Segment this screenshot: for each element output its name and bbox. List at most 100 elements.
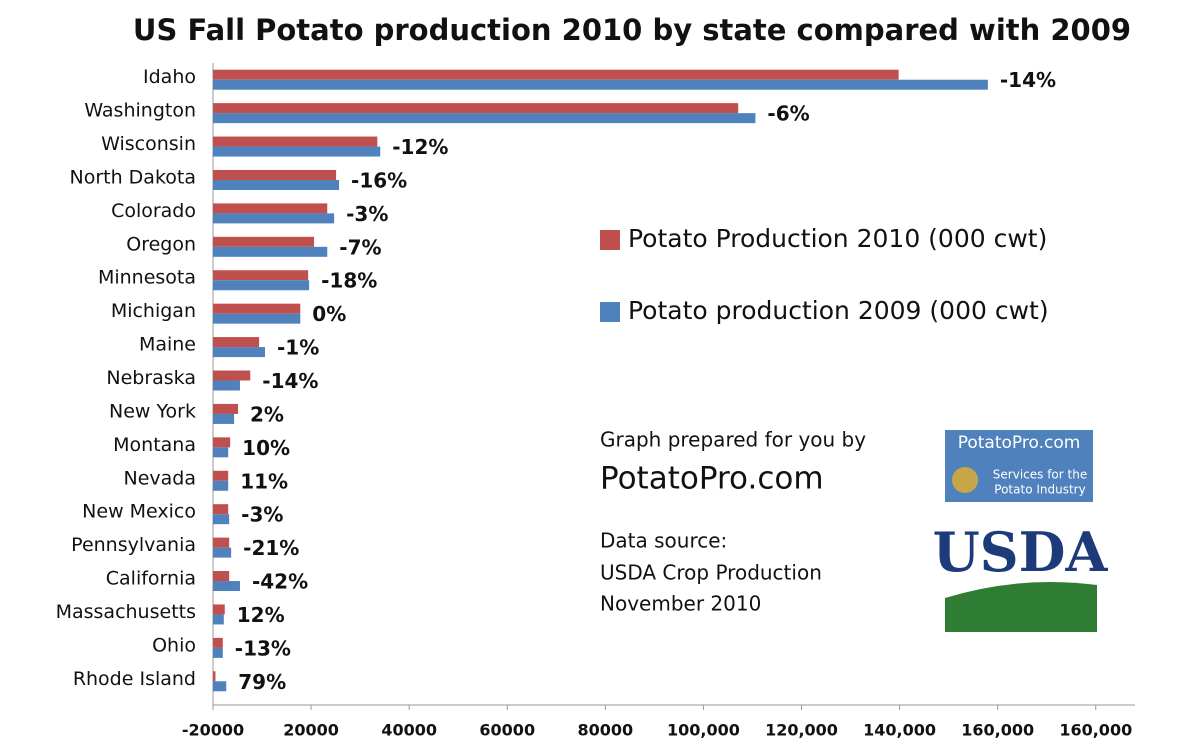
- y-tick-label: Nevada: [124, 467, 197, 489]
- bar: [213, 236, 315, 247]
- bar: [213, 280, 310, 291]
- data-label: 11%: [240, 469, 288, 493]
- y-tick-label: Nebraska: [106, 367, 196, 389]
- logo-field: [945, 581, 1097, 632]
- bar: [213, 437, 231, 448]
- y-tick-label: New York: [109, 400, 196, 422]
- note: Data source:: [600, 529, 727, 553]
- x-tick-label: 40000: [381, 721, 437, 740]
- bar: [213, 313, 301, 324]
- legend-swatch: [600, 230, 620, 250]
- legend-label: Potato production 2009 (000 cwt): [628, 296, 1049, 325]
- y-tick-label: Montana: [113, 434, 196, 456]
- data-label: -7%: [339, 235, 381, 259]
- y-tick-label: Wisconsin: [101, 133, 196, 155]
- data-label: -1%: [277, 336, 319, 360]
- x-tick-label: 100,000: [667, 721, 740, 740]
- bar: [213, 504, 229, 515]
- x-tick-label: 160,000: [1059, 721, 1132, 740]
- data-label: 10%: [242, 436, 290, 460]
- data-label: -3%: [241, 503, 283, 527]
- note: Graph prepared for you by: [600, 428, 866, 452]
- note: USDA Crop Production: [600, 561, 822, 585]
- y-tick-label: Michigan: [111, 300, 196, 322]
- data-label: -21%: [243, 536, 299, 560]
- data-label: -13%: [235, 636, 291, 660]
- bar: [213, 79, 988, 90]
- bar: [213, 647, 223, 658]
- bar: [213, 571, 230, 582]
- x-tick-label: 140,000: [863, 721, 936, 740]
- x-tick-label: 120,000: [765, 721, 838, 740]
- bar: [213, 614, 224, 625]
- x-tick-label: 60000: [479, 721, 535, 740]
- data-label: -6%: [767, 102, 809, 126]
- y-tick-label: Massachusetts: [56, 601, 196, 623]
- bar: [213, 413, 235, 424]
- logo-icon: [952, 467, 978, 493]
- bar: [213, 447, 229, 458]
- y-tick-label: Colorado: [111, 200, 196, 222]
- y-tick-label: Idaho: [143, 66, 196, 88]
- bar: [213, 136, 378, 147]
- data-label: -16%: [351, 168, 407, 192]
- x-tick-label: 20000: [283, 721, 339, 740]
- y-tick-label: North Dakota: [70, 166, 197, 188]
- bar: [213, 179, 340, 190]
- legend-swatch: [600, 302, 620, 322]
- bar: [213, 347, 265, 358]
- y-tick-label: Maine: [139, 334, 196, 356]
- y-tick-label: Washington: [84, 100, 196, 122]
- bar: [213, 514, 230, 525]
- bar: [213, 671, 216, 682]
- data-label: -14%: [262, 369, 318, 393]
- bar: [213, 403, 239, 414]
- data-label: 12%: [237, 603, 285, 627]
- data-label: -42%: [252, 570, 308, 594]
- note: November 2010: [600, 592, 761, 616]
- bar: [213, 270, 309, 281]
- legend-label: Potato Production 2010 (000 cwt): [628, 224, 1047, 253]
- data-label: -12%: [392, 135, 448, 159]
- y-tick-label: Rhode Island: [73, 668, 196, 690]
- bar: [213, 303, 301, 314]
- logo-text: Potato Industry: [994, 483, 1085, 497]
- data-label: -18%: [321, 269, 377, 293]
- bar: [213, 470, 229, 481]
- bar: [213, 637, 223, 648]
- logo-text: USDA: [933, 520, 1109, 584]
- data-label: 2%: [250, 402, 284, 426]
- bar: [213, 380, 240, 391]
- bar: [213, 480, 229, 491]
- logo-text: PotatoPro.com: [958, 433, 1081, 453]
- y-tick-label: California: [106, 568, 196, 590]
- data-label: -3%: [346, 202, 388, 226]
- bar: [213, 69, 899, 80]
- y-tick-label: Pennsylvania: [71, 534, 196, 556]
- y-tick-label: Ohio: [152, 634, 196, 656]
- bar: [213, 370, 251, 381]
- logo-text: Services for the: [993, 468, 1087, 482]
- bar: [213, 246, 328, 257]
- chart-title: US Fall Potato production 2010 by state …: [133, 13, 1131, 47]
- bar: [213, 604, 225, 615]
- bar: [213, 547, 232, 558]
- y-tick-label: Minnesota: [98, 267, 196, 289]
- bar: [213, 113, 756, 124]
- bar: [213, 681, 227, 692]
- bar: [213, 537, 230, 548]
- y-tick-label: New Mexico: [82, 501, 196, 523]
- bar: [213, 146, 381, 157]
- x-tick-label: 80000: [578, 721, 634, 740]
- bar: [213, 169, 337, 180]
- data-label: -14%: [1000, 68, 1056, 92]
- data-label: 79%: [238, 670, 286, 694]
- bar: [213, 213, 335, 224]
- bar: [213, 203, 328, 214]
- x-tick-label: -20000: [182, 721, 244, 740]
- y-tick-label: Oregon: [126, 233, 196, 255]
- bar: [213, 581, 240, 592]
- note: PotatoPro.com: [600, 461, 824, 497]
- x-tick-label: 160,000: [961, 721, 1034, 740]
